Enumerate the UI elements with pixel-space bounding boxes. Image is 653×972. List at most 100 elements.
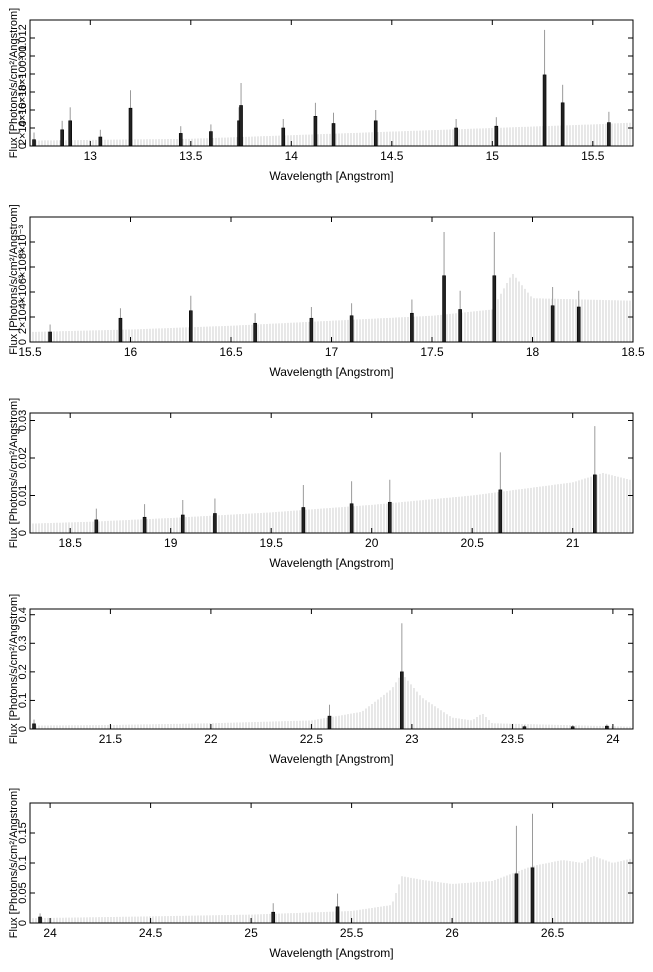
- chart-panel-3: 18.5 19 19.5 20 20.5 21 0 0.01 0.02 0.03 Wavelengt…: [8, 398, 634, 570]
- data-bar: [209, 131, 213, 147]
- y-tick-label: 0.01: [17, 45, 29, 66]
- data-bar: [271, 911, 276, 924]
- x-tick-label: 15.5: [18, 345, 42, 359]
- y-tick-label: 4×10⁻³: [17, 93, 29, 128]
- data-bar: [239, 105, 243, 147]
- y-tick-label: 0.2: [17, 664, 29, 679]
- data-series: [94, 426, 597, 534]
- data-bar: [213, 513, 217, 534]
- data-bar: [550, 305, 555, 343]
- y-tick-label: 4×10⁻³: [17, 275, 29, 310]
- chart-panel-1: 13 13.5 14 14.5 15 15.5 02×10⁻³4×10⁻³6×10⁻³8×1…: [8, 8, 634, 183]
- y-tick-label: 0.05: [17, 882, 29, 903]
- data-bar: [514, 873, 519, 924]
- data-bar: [32, 723, 36, 730]
- data-bar: [118, 317, 123, 343]
- data-bar: [349, 503, 354, 534]
- x-tick-label: 15: [486, 149, 500, 163]
- data-bar: [142, 516, 147, 534]
- data-bar: [128, 107, 133, 147]
- y-tick-label: 0.02: [17, 447, 29, 468]
- x-tick-label: 17: [325, 345, 339, 359]
- model-spectrum: [29, 673, 634, 729]
- data-series: [38, 813, 535, 924]
- data-bar: [410, 312, 414, 343]
- x-axis-label: Wavelength [Angstrom]: [269, 556, 393, 570]
- data-bar: [400, 671, 404, 730]
- model-spectrum: [29, 473, 634, 533]
- x-tick-label: 26: [445, 926, 459, 940]
- data-series: [48, 232, 581, 343]
- data-bar: [458, 309, 462, 343]
- x-tick-label: 19.5: [260, 536, 284, 550]
- data-bar: [442, 275, 446, 343]
- y-axis-label: Flux [Photons/s/cm²/Angstrom]: [8, 8, 20, 158]
- model-spectrum: [29, 856, 634, 923]
- y-axis-label: Flux [Photons/s/cm²/Angstrom]: [8, 788, 20, 938]
- x-tick-label: 24: [43, 926, 57, 940]
- y-tick-label: 0.3: [17, 636, 29, 651]
- y-tick-label: 0.1: [17, 855, 29, 870]
- y-tick-label: 6×10⁻³: [17, 250, 29, 285]
- x-tick-label: 17.5: [420, 345, 444, 359]
- data-bar: [60, 129, 64, 147]
- chart-panel-2: 15.5 16 16.5 17 17.5 18 18.5 0 2×10⁻³4×10⁻³6×10⁻…: [8, 204, 645, 379]
- x-tick-label: 13.5: [179, 149, 203, 163]
- y-tick-label: 2×10⁻³: [17, 111, 29, 146]
- data-bar: [180, 514, 185, 534]
- data-bar: [48, 331, 52, 343]
- x-tick-label: 20.5: [461, 536, 485, 550]
- chart-panel-5: 24 24.5 25 25.5 26 26.5 0 0.05 0.1 0.15 Wavelength…: [8, 788, 634, 960]
- y-tick-label: 0: [17, 339, 29, 345]
- y-tick-label: 0: [17, 530, 29, 536]
- data-bar: [373, 120, 378, 147]
- data-bar: [38, 916, 42, 924]
- y-tick-label: 0: [17, 726, 29, 732]
- x-tick-label: 23.5: [501, 732, 525, 746]
- chart-panel-4: 21.5 22 22.5 23 23.5 24 0 0.1 0.2 0.3 0.4 Wavelengt…: [8, 594, 634, 766]
- data-bar: [189, 310, 193, 343]
- model-spectrum: [29, 122, 634, 146]
- data-bar: [281, 127, 286, 147]
- x-tick-label: 21.5: [99, 732, 123, 746]
- x-tick-label: 20: [365, 536, 379, 550]
- y-tick-label: 8×10⁻³: [17, 57, 29, 92]
- y-tick-label: 0.4: [17, 607, 29, 622]
- x-tick-label: 24: [606, 732, 620, 746]
- data-bar: [32, 139, 36, 147]
- y-tick-label: 0: [17, 920, 29, 926]
- data-bar: [178, 133, 183, 147]
- data-bar: [498, 489, 503, 534]
- data-bar: [454, 127, 458, 147]
- data-bar: [94, 519, 99, 534]
- x-tick-label: 16: [124, 345, 138, 359]
- data-bar: [387, 501, 392, 534]
- x-tick-label: 16.5: [219, 345, 243, 359]
- y-tick-label: 0.03: [17, 410, 29, 431]
- data-series: [32, 29, 611, 147]
- x-axis-label: Wavelength [Angstrom]: [269, 946, 393, 960]
- data-bar: [331, 123, 336, 147]
- data-series: [32, 623, 609, 730]
- data-bar: [349, 315, 354, 343]
- y-tick-label: 0: [17, 143, 29, 149]
- x-tick-label: 21: [566, 536, 580, 550]
- x-tick-label: 18.5: [621, 345, 645, 359]
- data-bar: [530, 867, 535, 924]
- data-bar: [313, 116, 318, 147]
- y-tick-label: 2×10⁻³: [17, 300, 29, 335]
- x-tick-label: 23: [405, 732, 419, 746]
- x-axis-label: Wavelength [Angstrom]: [269, 365, 393, 379]
- x-tick-label: 13: [84, 149, 98, 163]
- y-axis-label: Flux [Photons/s/cm²/Angstrom]: [8, 594, 20, 744]
- x-tick-label: 15.5: [581, 149, 605, 163]
- y-tick-label: 0.15: [17, 822, 29, 843]
- x-tick-label: 14.5: [380, 149, 404, 163]
- x-axis-label: Wavelength [Angstrom]: [269, 169, 393, 183]
- x-tick-label: 24.5: [139, 926, 163, 940]
- x-tick-label: 26.5: [541, 926, 565, 940]
- data-bar: [309, 317, 314, 343]
- x-tick-label: 25.5: [340, 926, 364, 940]
- x-tick-label: 19: [164, 536, 178, 550]
